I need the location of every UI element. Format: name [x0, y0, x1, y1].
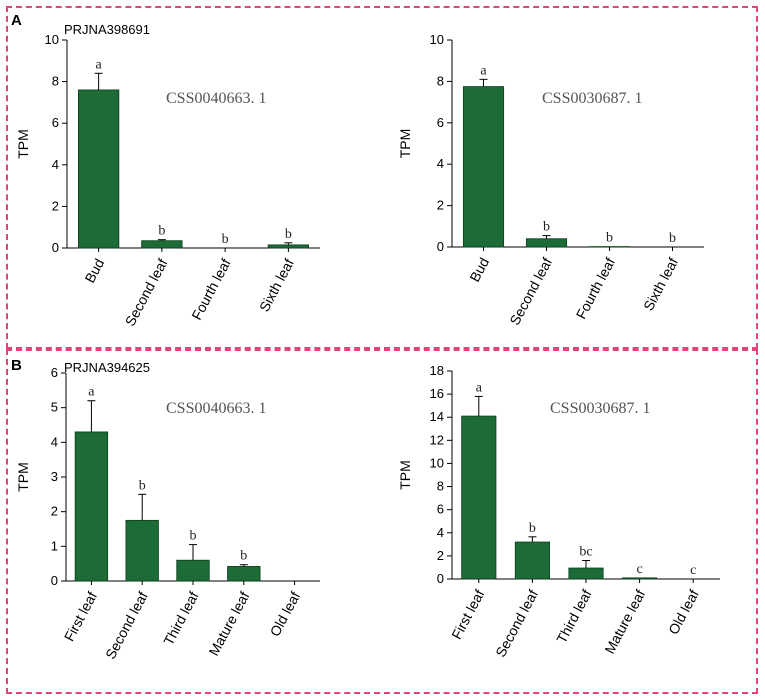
y-tick-label: 4 [437, 525, 444, 540]
x-tick-label: Mature leaf [205, 589, 252, 658]
y-tick-label: 10 [430, 32, 444, 47]
y-tick-label: 12 [430, 432, 444, 447]
x-tick-label: Second leaf [122, 256, 171, 329]
bar [267, 244, 310, 249]
y-tick-label: 8 [437, 479, 444, 494]
significance-letter: b [529, 521, 536, 536]
x-tick-label: Sixth leaf [640, 255, 681, 313]
bar [141, 240, 183, 249]
chart-b-css0040663: 0 1 2 3 4 5 6 TPM CSS0040663. 1 a First leaf b Secon… [15, 365, 320, 662]
bar [462, 86, 505, 248]
x-tick-label: Old leaf [266, 589, 303, 639]
y-axis-label: TPM [397, 460, 413, 490]
panel-b-dataset-label: PRJNA394625 [64, 360, 150, 375]
significance-letter: c [636, 562, 642, 577]
y-tick-label: 16 [430, 386, 444, 401]
x-tick-label: Second leaf [506, 255, 555, 328]
y-tick-label: 4 [51, 434, 58, 449]
bar [514, 541, 550, 580]
y-axis-label: TPM [397, 129, 413, 159]
y-tick-label: 4 [52, 157, 59, 172]
y-tick-label: 10 [45, 32, 59, 47]
y-tick-label: 1 [51, 538, 58, 553]
gene-title: CSS0040663. 1 [166, 90, 266, 107]
gene-title: CSS0030687. 1 [542, 90, 642, 107]
y-tick-label: 6 [52, 115, 59, 130]
y-tick-label: 18 [430, 363, 444, 378]
bar [77, 89, 120, 249]
y-tick-label: 6 [437, 115, 444, 130]
y-axis-label: TPM [15, 462, 31, 492]
y-tick-label: 2 [437, 548, 444, 563]
bar [461, 415, 497, 580]
y-tick-label: 6 [51, 365, 58, 380]
bar [227, 566, 261, 582]
x-tick-label: Mature leaf [601, 587, 648, 656]
y-tick-label: 4 [437, 156, 444, 171]
x-tick-label: Fourth leaf [573, 255, 619, 322]
significance-letter: b [285, 227, 292, 242]
x-tick-label: Bud [81, 256, 107, 286]
panel-b-letter: B [11, 357, 22, 374]
significance-letter: b [240, 549, 247, 564]
x-tick-label: Fourth leaf [188, 256, 234, 323]
y-tick-label: 5 [51, 400, 58, 415]
significance-letter: b [190, 529, 197, 544]
bar [568, 567, 604, 580]
x-tick-label: Second leaf [492, 587, 541, 660]
bar [622, 577, 658, 580]
significance-letter: b [158, 224, 165, 239]
y-tick-label: 2 [51, 504, 58, 519]
gene-title: CSS0030687. 1 [550, 400, 650, 417]
y-tick-label: 0 [437, 239, 444, 254]
y-tick-label: 10 [430, 455, 444, 470]
y-tick-label: 0 [51, 573, 58, 588]
x-tick-label: Third leaf [160, 589, 202, 648]
bar [525, 238, 568, 248]
bar [74, 431, 109, 582]
significance-letter: b [606, 231, 613, 246]
bar [125, 519, 159, 582]
x-tick-label: Bud [466, 255, 492, 285]
y-axis-label: TPM [15, 129, 31, 159]
y-tick-label: 0 [437, 571, 444, 586]
significance-letter: c [690, 563, 696, 578]
gene-title: CSS0040663. 1 [166, 400, 266, 417]
y-tick-label: 0 [52, 240, 59, 255]
x-tick-label: Sixth leaf [256, 256, 297, 314]
panel-a-letter: A [11, 12, 22, 29]
x-tick-label: Old leaf [665, 587, 702, 637]
significance-letter: b [222, 232, 229, 247]
panel-a-frame [6, 6, 758, 349]
y-tick-label: 3 [51, 469, 58, 484]
significance-letter: a [480, 63, 487, 78]
significance-letter: b [543, 220, 550, 235]
significance-letter: a [476, 380, 483, 395]
x-tick-label: First leaf [61, 589, 100, 644]
panel-b-frame [6, 349, 758, 694]
x-tick-label: First leaf [448, 587, 487, 642]
significance-letter: b [139, 478, 146, 493]
chart-a-css0030687: 0 2 4 6 8 10 TPM CSS0030687. 1 a Bud b Second leaf b… [397, 32, 704, 328]
significance-letter: bc [579, 545, 592, 560]
chart-b-css0030687: 0 2 4 6 8 10 12 14 16 18 TPM CSS0030687. 1 a First le… [397, 363, 720, 660]
x-tick-label: Third leaf [553, 587, 595, 646]
panel-a-dataset-label: PRJNA398691 [64, 22, 150, 37]
bar [176, 559, 210, 582]
significance-letter: a [88, 385, 95, 400]
x-tick-label: Second leaf [102, 589, 151, 662]
y-tick-label: 2 [52, 198, 59, 213]
y-tick-label: 6 [437, 502, 444, 517]
significance-letter: a [96, 57, 103, 72]
significance-letter: b [669, 231, 676, 246]
y-tick-label: 2 [437, 198, 444, 213]
y-tick-label: 14 [430, 409, 444, 424]
y-tick-label: 8 [52, 74, 59, 89]
y-tick-label: 8 [437, 73, 444, 88]
chart-a-css0040663: 0 2 4 6 8 10 TPM CSS0040663. 1 a Bud b Second leaf b… [15, 32, 320, 329]
